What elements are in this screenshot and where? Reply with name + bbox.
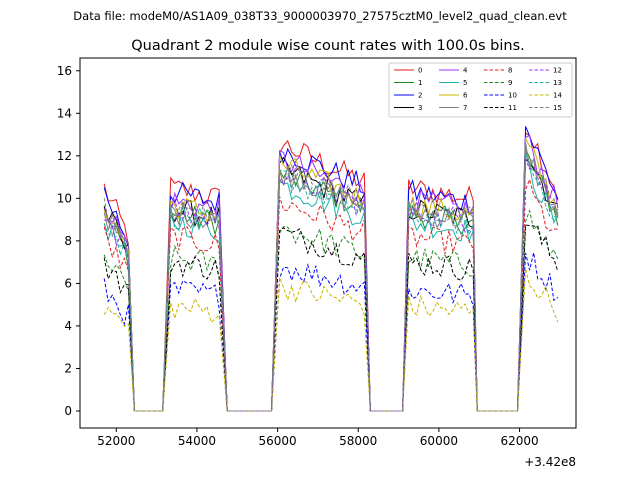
series-line-0 (103, 131, 559, 412)
axes: 52000 54000 56000 58000 60000 620000246810121… (57, 64, 539, 448)
series-line-15 (103, 149, 559, 412)
legend-label-0: 0 (418, 67, 422, 75)
legend-box (388, 62, 573, 118)
legend-label-12: 12 (553, 67, 562, 75)
legend-label-13: 13 (553, 79, 562, 87)
series-line-14 (103, 268, 559, 412)
legend-label-6: 6 (463, 92, 468, 100)
series-line-11 (103, 224, 559, 412)
x-tick-label: 58000 (339, 434, 377, 448)
legend-label-1: 1 (418, 79, 422, 87)
legend-label-8: 8 (508, 67, 512, 75)
x-tick-label: 54000 (178, 434, 216, 448)
legend-label-14: 14 (553, 92, 562, 100)
series-line-9 (103, 208, 559, 412)
legend-label-2: 2 (418, 92, 422, 100)
legend-label-5: 5 (463, 79, 467, 87)
legend-label-15: 15 (553, 104, 562, 112)
legend-label-4: 4 (463, 67, 468, 75)
y-tick-label: 10 (57, 191, 72, 205)
chart-title: Quadrant 2 module wise count rates with … (131, 38, 525, 54)
y-tick-label: 6 (64, 276, 72, 290)
legend-label-9: 9 (508, 79, 512, 87)
chart-suptitle: Data file: modeM0/AS1A09_038T33_90000039… (73, 9, 567, 23)
legend-label-7: 7 (463, 104, 467, 112)
x-tick-label: 52000 (97, 434, 135, 448)
x-tick-label: 62000 (500, 434, 538, 448)
y-tick-label: 16 (57, 64, 72, 78)
legend-label-10: 10 (508, 92, 517, 100)
y-tick-label: 12 (57, 149, 72, 163)
y-tick-label: 14 (57, 106, 72, 120)
legend-label-11: 11 (508, 104, 517, 112)
x-tick-label: 56000 (258, 434, 296, 448)
series-line-13 (103, 152, 559, 412)
x-offset-label: +3.42e8 (524, 455, 576, 469)
y-tick-label: 4 (64, 319, 72, 333)
y-tick-label: 8 (64, 234, 72, 248)
y-tick-label: 0 (64, 404, 72, 418)
legend-label-3: 3 (418, 104, 422, 112)
plot-frame (79, 57, 577, 429)
y-tick-label: 2 (64, 361, 72, 375)
x-tick-label: 60000 (420, 434, 458, 448)
series-line-4 (103, 134, 559, 412)
plot-lines (103, 126, 559, 412)
series-line-10 (103, 252, 559, 412)
